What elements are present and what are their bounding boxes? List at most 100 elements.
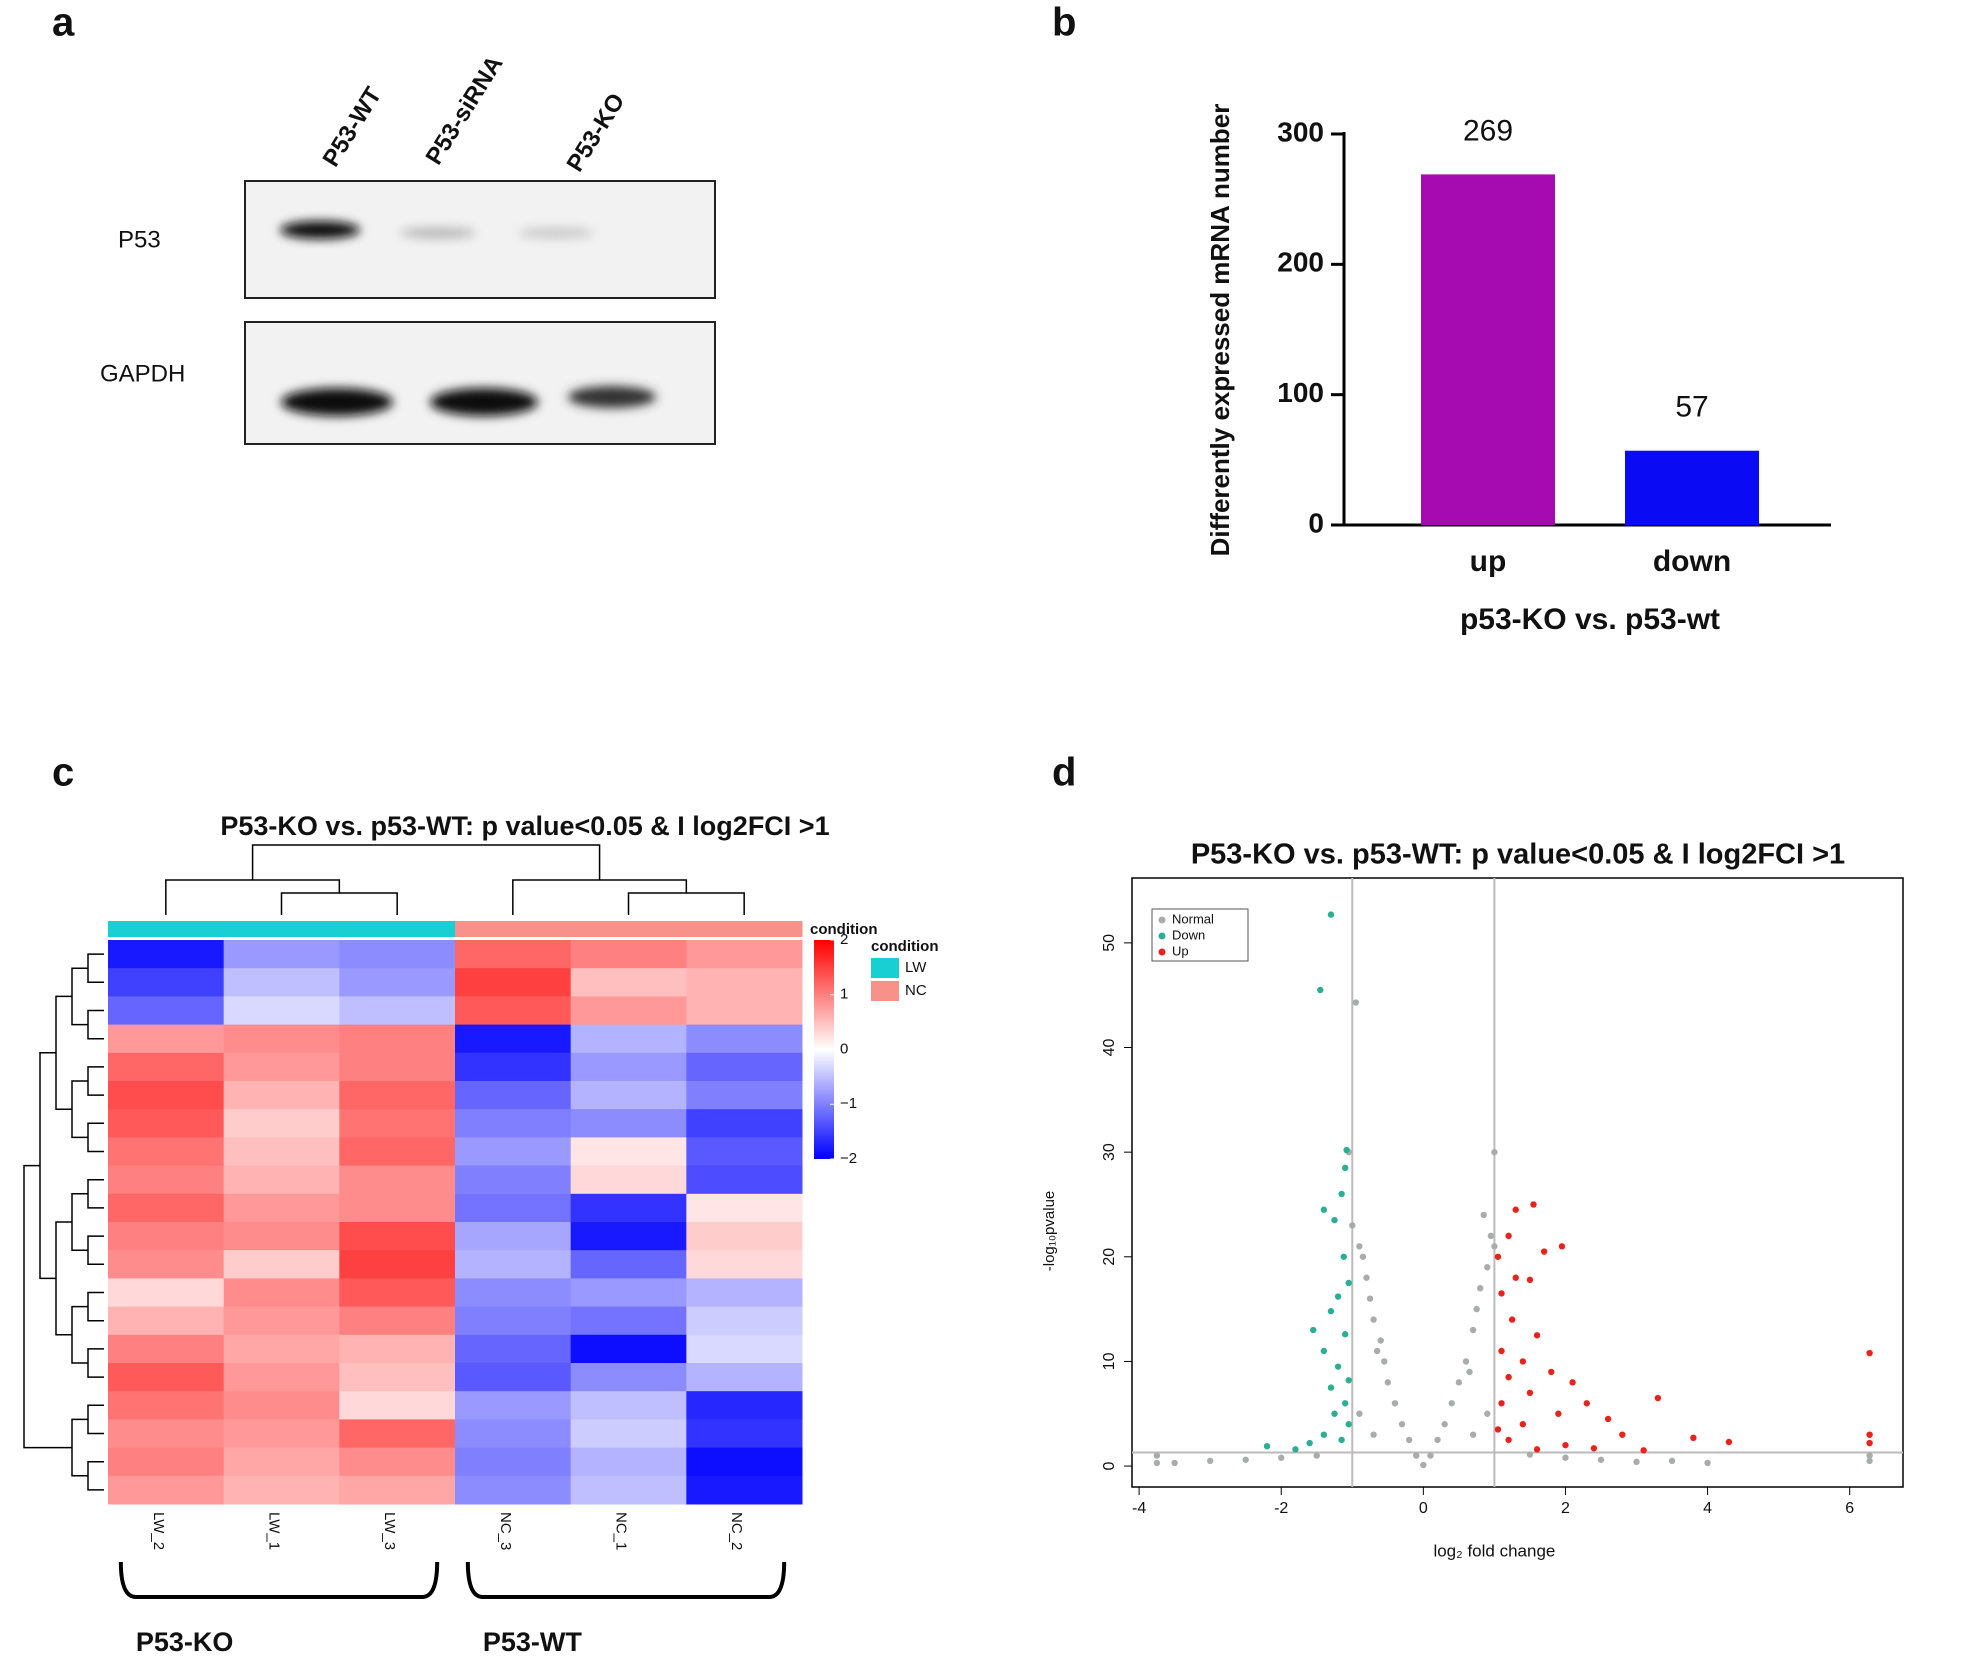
legend-box	[1151, 908, 1249, 962]
column-label: NC_2	[728, 1512, 745, 1550]
dendrogram	[87, 953, 104, 984]
heatmap-cell	[455, 1250, 572, 1279]
dendrogram	[87, 1404, 104, 1435]
point	[1345, 1421, 1352, 1428]
point	[1640, 1447, 1647, 1454]
heatmap-cell	[339, 1334, 456, 1364]
dendrogram	[71, 1305, 88, 1364]
dendrogram	[71, 1193, 88, 1251]
y-axis-title: -log₁₀pvalue	[1041, 1191, 1058, 1272]
point	[1352, 999, 1360, 1006]
heatmap-cell	[455, 1109, 572, 1138]
point	[1327, 1308, 1335, 1315]
dendrogram	[87, 1460, 104, 1491]
point	[1448, 1400, 1455, 1407]
heatmap-cell	[455, 1024, 572, 1054]
x-tick-label: up	[1470, 545, 1507, 578]
heatmap-cell	[570, 940, 687, 969]
lane-label: P53-KO	[562, 89, 631, 177]
y-tick-label: 200	[1277, 247, 1324, 278]
heatmap-cell	[455, 996, 572, 1026]
heatmap-cell	[339, 996, 456, 1026]
point	[1562, 1454, 1569, 1461]
point	[1345, 1377, 1352, 1384]
heatmap-cell	[339, 940, 456, 969]
heatmap-cell	[108, 940, 225, 969]
x-axis-title: p53-KO vs. p53-wt	[1460, 603, 1720, 636]
dendrogram	[87, 1066, 104, 1096]
dendrogram	[165, 879, 688, 915]
heatmap-cell	[339, 1475, 456, 1505]
value-label: 269	[1463, 114, 1513, 147]
point	[1866, 1349, 1873, 1357]
heatmap-cell	[570, 1278, 687, 1308]
heatmap-cell	[108, 1334, 225, 1364]
heatmap-cell	[108, 1137, 225, 1167]
point	[1370, 1431, 1377, 1438]
dendrogram	[87, 1122, 104, 1153]
point	[1317, 986, 1324, 994]
point	[1341, 1164, 1349, 1172]
heatmap-cell	[570, 1306, 687, 1336]
heatmap-cell	[108, 968, 225, 997]
point	[1597, 1456, 1605, 1463]
heatmap-cell	[686, 968, 803, 997]
point	[1512, 1206, 1519, 1213]
heatmap-cell	[339, 1165, 456, 1195]
legend-marker	[1158, 932, 1166, 940]
point	[1313, 1452, 1320, 1459]
heatmap-cell	[570, 1250, 687, 1279]
heatmap-cell	[339, 1419, 456, 1449]
dendrogram	[55, 1221, 72, 1336]
point	[1359, 1253, 1367, 1260]
heatmap-cell	[339, 1137, 456, 1167]
point	[1278, 1454, 1285, 1461]
point	[1331, 1410, 1338, 1417]
heatmap-cell	[570, 1475, 687, 1505]
dendrogram	[465, 1561, 787, 1599]
point	[1466, 1368, 1473, 1376]
annotation-cell	[686, 921, 803, 937]
colorbar	[814, 940, 834, 1159]
y-tick-label: 300	[1277, 116, 1324, 147]
heatmap-cell	[686, 1278, 803, 1308]
point	[1519, 1358, 1527, 1365]
point	[1508, 1316, 1516, 1323]
heatmap-cell	[570, 1447, 687, 1477]
heatmap-cell	[339, 1278, 456, 1308]
x-axis-title: log₂ fold change	[1433, 1541, 1555, 1560]
heatmap-cell	[455, 1165, 572, 1195]
heatmap-cell	[686, 1334, 803, 1364]
heatmap-cell	[455, 1278, 572, 1308]
dendrogram	[87, 1178, 104, 1209]
heatmap-cell	[686, 1363, 803, 1392]
heatmap-cell	[455, 940, 572, 969]
heatmap-cell	[686, 1052, 803, 1082]
colorbar-title: condition	[810, 921, 878, 938]
point	[1473, 1305, 1480, 1313]
point	[1292, 1446, 1299, 1453]
point	[1455, 1379, 1463, 1386]
point	[1558, 1243, 1566, 1250]
point	[1356, 1410, 1363, 1417]
point	[1469, 1326, 1477, 1334]
annotation-cell	[455, 921, 572, 937]
annotation-cell	[223, 921, 340, 937]
legend-label: NC	[905, 982, 927, 999]
y-tick-label: 50	[1101, 934, 1118, 952]
blot-box	[244, 180, 716, 299]
heatmap-cell	[339, 1052, 456, 1082]
heatmap-cell	[223, 1419, 340, 1449]
point	[1153, 1459, 1161, 1467]
point	[1866, 1439, 1873, 1447]
point	[1370, 1316, 1377, 1323]
heatmap-cell	[686, 1250, 803, 1279]
point	[1327, 911, 1335, 918]
heatmap-cell	[223, 996, 340, 1026]
point	[1476, 1284, 1484, 1292]
point	[1866, 1452, 1873, 1459]
heatmap-cell	[570, 1419, 687, 1449]
heatmap-cell	[223, 1052, 340, 1082]
heatmap-cell	[686, 1081, 803, 1110]
